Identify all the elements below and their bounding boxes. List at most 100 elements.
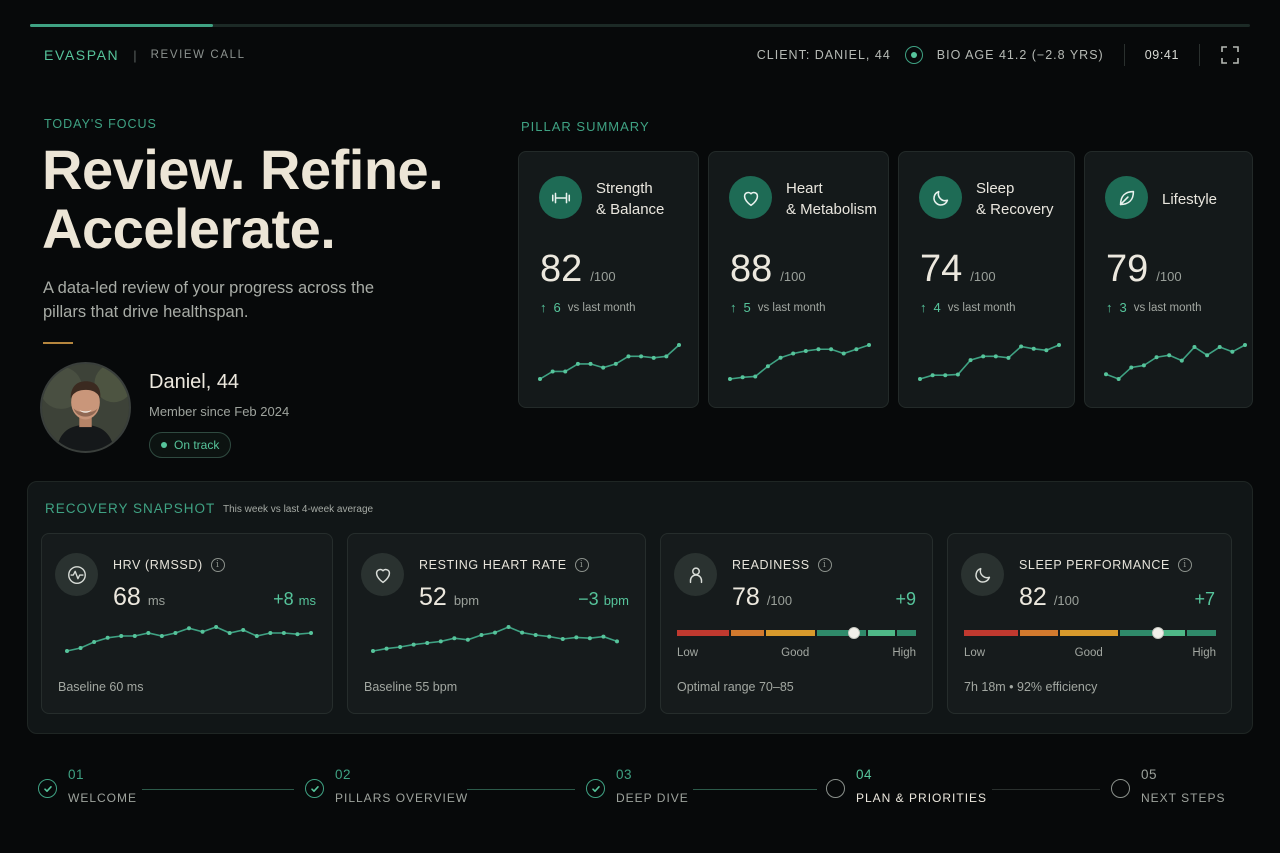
avatar[interactable]: [40, 362, 131, 453]
metric-value: 68 ms: [113, 583, 165, 612]
agenda-stepper: 01 WELCOME 02 PILLARS OVERVIEW 03 DEEP D…: [0, 760, 1280, 820]
sparkline-point: [601, 634, 606, 639]
brand-logo[interactable]: EVASPAN: [44, 47, 120, 63]
sparkline-point: [968, 358, 973, 363]
metric-card-hrv[interactable]: HRV (RMSSD) i 68 ms +8 ms Baseline 60 ms: [41, 533, 333, 714]
metric-card-resting-heart-rate[interactable]: RESTING HEART RATE i 52 bpm −3 bpm Basel…: [347, 533, 646, 714]
gauge-label-good: Good: [781, 647, 810, 659]
gauge-segment-high: [868, 630, 896, 636]
pillar-card-lifestyle[interactable]: Lifestyle 79 /100 ↑ 3 vs last month: [1084, 151, 1253, 408]
sparkline-point: [1104, 372, 1108, 377]
metric-delta: +7: [1194, 589, 1215, 610]
bio-age-indicator-icon: [904, 46, 923, 64]
step-label: PILLARS OVERVIEW: [335, 791, 469, 805]
pillar-score-value: 82: [540, 248, 583, 290]
pillar-card-strength[interactable]: Strength & Balance 82 /100 ↑ 6 vs last m…: [518, 151, 699, 408]
step-number: 02: [335, 767, 352, 782]
sparkline-point: [587, 636, 592, 641]
sparkline-point: [132, 634, 137, 638]
metric-card-readiness[interactable]: READINESS i 78 /100 +9 Low Good High Opt…: [660, 533, 933, 714]
sparkline-point: [1179, 358, 1184, 363]
step-label: WELCOME: [68, 791, 138, 805]
recovery-snapshot-panel: RECOVERY SNAPSHOT This week vs last 4-we…: [27, 481, 1253, 734]
sparkline-point: [398, 645, 403, 649]
metric-value-number: 68: [113, 583, 141, 611]
gauge-segment-max: [897, 630, 916, 636]
gauge-segment-good: [766, 630, 815, 636]
empty-circle-icon: [826, 779, 845, 798]
session-progress-fill: [30, 24, 213, 27]
hero-title: Review. Refine. Accelerate.: [42, 140, 444, 258]
sparkline-point: [854, 347, 859, 352]
metric-delta-value: +9: [895, 589, 916, 609]
person-icon: [674, 553, 717, 596]
gauge-segment-fair: [730, 630, 765, 636]
metric-delta-value: +7: [1194, 589, 1215, 609]
pillar-score-denominator: /100: [590, 269, 616, 284]
pillar-card-heart[interactable]: Heart & Metabolism 88 /100 ↑ 5 vs last m…: [708, 151, 889, 408]
sparkline-point: [281, 631, 286, 635]
gauge-label-high: High: [1192, 647, 1216, 659]
step-label: NEXT STEPS: [1141, 791, 1226, 805]
sparkline-point: [626, 354, 631, 359]
leaf-icon: [1105, 176, 1148, 219]
pillar-score-denominator: /100: [970, 269, 996, 284]
sparkline-point: [955, 372, 960, 377]
pillar-sparkline: [1104, 343, 1247, 381]
gauge-labels: Low Good High: [964, 647, 1216, 659]
sparkline-path: [729, 344, 870, 380]
metric-value: 52 bpm: [419, 583, 479, 612]
metric-card-sleep-performance[interactable]: SLEEP PERFORMANCE i 82 /100 +7 Low Good …: [947, 533, 1232, 714]
sparkline-path: [66, 626, 312, 652]
metric-delta-value: +8: [273, 589, 294, 609]
pillar-summary-label: PILLAR SUMMARY: [521, 119, 650, 134]
sparkline-point: [371, 649, 375, 653]
sparkline-point: [613, 361, 618, 366]
sparkline-point: [1116, 377, 1121, 381]
recovery-snapshot-subtitle: This week vs last 4-week average: [223, 504, 374, 515]
arrow-up-icon: ↑: [730, 300, 737, 315]
gauge-marker: [1152, 627, 1165, 639]
sparkline-point: [1205, 353, 1210, 358]
info-icon[interactable]: i: [574, 558, 589, 572]
moon-icon: [961, 553, 1004, 596]
sparkline-point: [227, 631, 232, 635]
gauge-label-low: Low: [677, 647, 699, 659]
sparkline-point: [1057, 343, 1061, 347]
pillar-sparkline: [538, 343, 681, 381]
metric-title: SLEEP PERFORMANCE i: [1019, 558, 1192, 572]
pillar-sparkline: [918, 343, 1061, 381]
fullscreen-icon[interactable]: [1220, 45, 1240, 65]
gauge-label-good: Good: [1074, 647, 1103, 659]
info-icon[interactable]: i: [1177, 558, 1192, 572]
readiness-gauge: [677, 627, 916, 639]
step-connector: [992, 789, 1100, 790]
sparkline-point: [829, 347, 834, 352]
sparkline-point: [1217, 345, 1222, 350]
sparkline-point: [651, 355, 656, 360]
sparkline-point: [791, 351, 796, 356]
pillar-delta: ↑ 6 vs last month: [540, 300, 635, 315]
metric-title-text: SLEEP PERFORMANCE: [1019, 558, 1170, 572]
moon-icon: [919, 176, 962, 219]
pulse-icon: [55, 553, 98, 596]
pillar-card-sleep[interactable]: Sleep & Recovery 74 /100 ↑ 4 vs last mon…: [898, 151, 1075, 408]
sparkline-point: [1006, 355, 1011, 360]
sparkline-point: [1167, 353, 1172, 358]
arrow-up-icon: ↑: [1106, 300, 1113, 315]
pillar-delta-value: 6: [553, 300, 561, 315]
gauge-segment-optimal: [816, 630, 867, 636]
sparkline-point: [268, 631, 273, 635]
sparkline-point: [550, 369, 555, 374]
info-icon[interactable]: i: [817, 558, 832, 572]
sparkline-point: [803, 348, 808, 353]
pillar-score: 79 /100: [1106, 248, 1182, 291]
sparkline-point: [78, 646, 83, 650]
metric-delta-value: −3: [578, 589, 599, 609]
heart-icon: [361, 553, 404, 596]
info-icon[interactable]: i: [210, 558, 225, 572]
sparkline-point: [1141, 363, 1146, 368]
sparkline-point: [615, 639, 619, 644]
sparkline-point: [309, 631, 313, 635]
gauge-labels: Low Good High: [677, 647, 916, 659]
